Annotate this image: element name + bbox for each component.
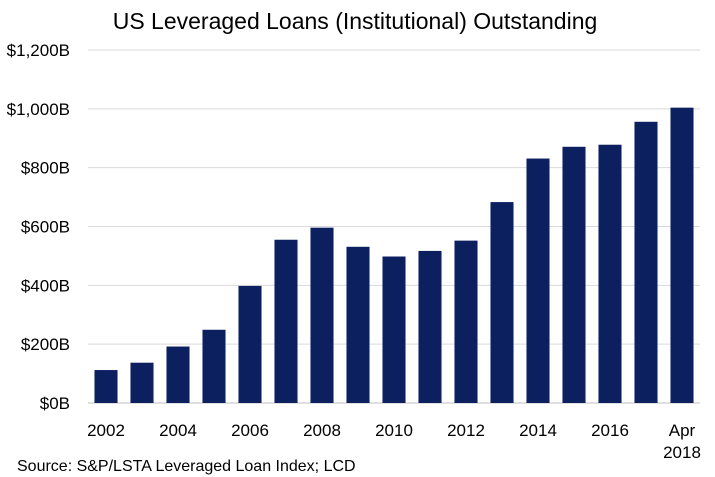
y-tick-label: $800B	[21, 159, 70, 178]
bar	[166, 346, 190, 403]
y-tick-label: $1,200B	[7, 41, 70, 60]
bar	[274, 239, 298, 403]
x-tick-label: 2010	[375, 421, 413, 440]
bar	[526, 158, 550, 403]
x-tick-label: 2016	[591, 421, 629, 440]
bar	[130, 362, 154, 403]
x-tick-label: 2004	[159, 421, 197, 440]
y-tick-label: $200B	[21, 335, 70, 354]
bar	[634, 121, 658, 403]
x-tick-label: 2002	[87, 421, 125, 440]
y-tick-label: $1,000B	[7, 100, 70, 119]
bar	[346, 246, 370, 403]
x-tick-label: 2012	[447, 421, 485, 440]
x-tick-label: 2006	[231, 421, 269, 440]
bar	[382, 256, 406, 403]
source-note: Source: S&P/LSTA Leveraged Loan Index; L…	[17, 458, 356, 475]
y-tick-label: $400B	[21, 276, 70, 295]
bar	[490, 202, 514, 403]
bar	[418, 250, 442, 403]
x-axis-tick-labels: 2002 2004 2006 2008 2010 2012 2014 2016 Apr 2018	[87, 421, 701, 462]
bar	[670, 107, 694, 403]
bar	[562, 146, 586, 404]
bar	[454, 240, 478, 403]
chart-title: US Leveraged Loans (Institutional) Outst…	[113, 8, 598, 34]
y-tick-label: $0B	[40, 394, 70, 413]
y-tick-label: $600B	[21, 218, 70, 237]
x-tick-label: Apr 2018	[663, 421, 701, 462]
bar	[202, 329, 226, 403]
bar	[598, 144, 622, 403]
y-axis-tick-labels: $0B $200B $400B $600B $800B $1,000B $1,200B	[7, 41, 70, 413]
x-tick-label: 2014	[519, 421, 557, 440]
bar	[94, 370, 118, 403]
bars	[94, 107, 694, 404]
bar	[310, 227, 334, 403]
bar	[238, 285, 262, 403]
x-tick-label: 2008	[303, 421, 341, 440]
